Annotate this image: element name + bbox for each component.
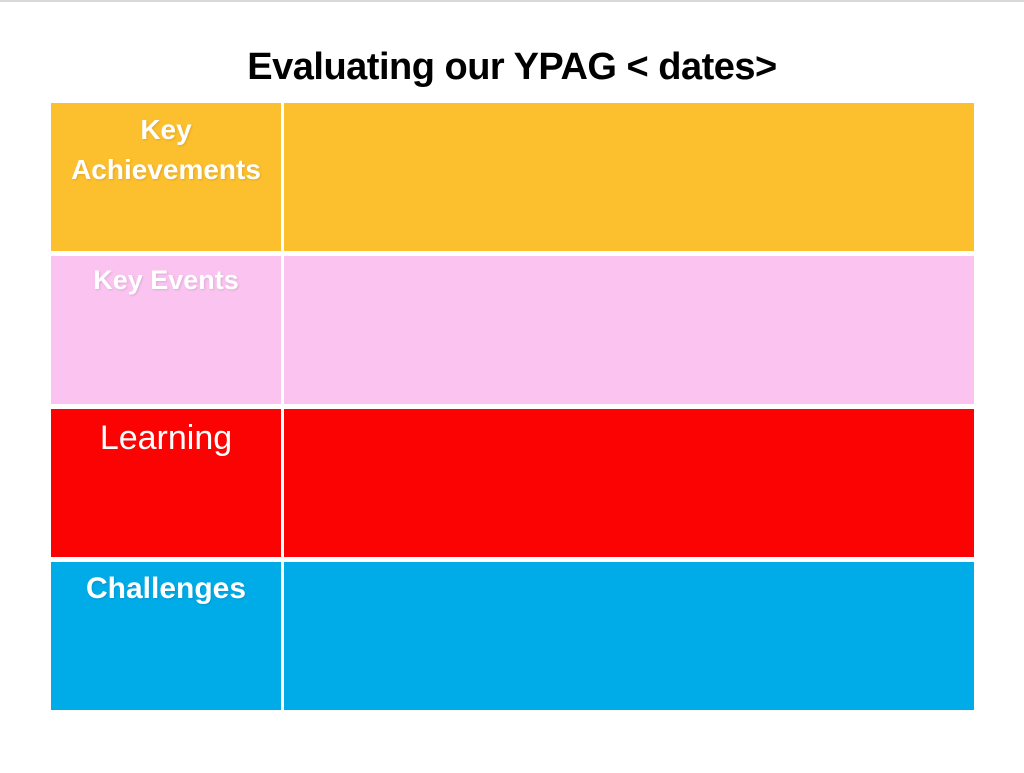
column-divider — [281, 562, 284, 710]
content-cell-key-events — [284, 256, 974, 404]
table-row-key-events: Key Events — [51, 256, 974, 404]
column-divider — [281, 409, 284, 557]
evaluation-table: Key Achievements Key Events Learning Cha… — [51, 103, 974, 710]
column-divider — [281, 256, 284, 404]
row-header-key-events: Key Events — [93, 265, 239, 295]
slide-title: Evaluating our YPAG < dates> — [247, 46, 777, 88]
row-header-key-achievements: Key Achievements — [71, 114, 261, 185]
column-divider — [281, 103, 284, 251]
content-cell-key-achievements — [284, 103, 974, 251]
row-header-learning: Learning — [99, 419, 233, 457]
window-top-edge — [0, 0, 1024, 2]
content-cell-challenges — [284, 562, 974, 710]
row-header-challenges: Challenges — [85, 572, 247, 605]
content-cell-learning — [284, 409, 974, 557]
table-row-key-achievements: Key Achievements — [51, 103, 974, 251]
table-row-learning: Learning — [51, 409, 974, 557]
table-row-challenges: Challenges — [51, 562, 974, 710]
